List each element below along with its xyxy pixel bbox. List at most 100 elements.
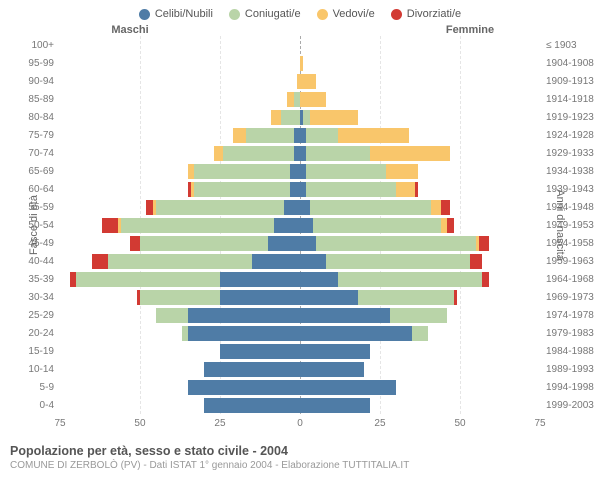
- age-label: 45-49: [16, 238, 54, 249]
- year-label: 1949-1953: [546, 220, 600, 231]
- bar-segment: [306, 164, 386, 179]
- bar-segment: [102, 218, 118, 233]
- bar-segment: [194, 182, 290, 197]
- male-bar: [60, 110, 300, 125]
- bar-segment: [156, 200, 284, 215]
- age-label: 85-89: [16, 94, 54, 105]
- male-bar: [60, 218, 300, 233]
- bar-segment: [441, 200, 451, 215]
- bar-segment: [415, 182, 418, 197]
- legend-label: Vedovi/e: [333, 8, 375, 20]
- pyramid-row: 45-491954-1958: [60, 234, 540, 252]
- pyramid-row: 60-641939-1943: [60, 180, 540, 198]
- female-bar: [300, 290, 540, 305]
- female-bar: [300, 326, 540, 341]
- bar-segment: [396, 182, 415, 197]
- bar-segment: [470, 254, 483, 269]
- age-label: 55-59: [16, 202, 54, 213]
- year-label: 1989-1993: [546, 364, 600, 375]
- age-label: 20-24: [16, 328, 54, 339]
- male-bar: [60, 308, 300, 323]
- legend-label: Coniugati/e: [245, 8, 301, 20]
- year-label: 1914-1918: [546, 94, 600, 105]
- female-bar: [300, 182, 540, 197]
- bar-segment: [204, 398, 300, 413]
- bar-segment: [300, 92, 326, 107]
- bar-segment: [338, 128, 408, 143]
- pyramid-row: 10-141989-1993: [60, 360, 540, 378]
- bar-segment: [390, 308, 448, 323]
- bar-segment: [130, 236, 140, 251]
- x-tick: 75: [54, 418, 65, 429]
- bar-segment: [316, 236, 476, 251]
- age-label: 65-69: [16, 166, 54, 177]
- age-label: 75-79: [16, 130, 54, 141]
- age-label: 35-39: [16, 274, 54, 285]
- bar-segment: [310, 110, 358, 125]
- male-bar: [60, 326, 300, 341]
- bar-segment: [284, 200, 300, 215]
- female-bar: [300, 92, 540, 107]
- legend-label: Divorziati/e: [407, 8, 461, 20]
- female-bar: [300, 362, 540, 377]
- age-label: 70-74: [16, 148, 54, 159]
- x-tick: 25: [374, 418, 385, 429]
- year-label: 1924-1928: [546, 130, 600, 141]
- pyramid-row: 55-591944-1948: [60, 198, 540, 216]
- bar-segment: [370, 146, 450, 161]
- female-bar: [300, 380, 540, 395]
- pyramid-row: 80-841919-1923: [60, 108, 540, 126]
- year-label: 1984-1988: [546, 346, 600, 357]
- year-label: 1964-1968: [546, 274, 600, 285]
- male-bar: [60, 236, 300, 251]
- male-bar: [60, 74, 300, 89]
- x-tick: 75: [534, 418, 545, 429]
- male-bar: [60, 128, 300, 143]
- age-label: 10-14: [16, 364, 54, 375]
- x-tick: 50: [454, 418, 465, 429]
- legend-item: Coniugati/e: [229, 8, 301, 20]
- male-bar: [60, 380, 300, 395]
- footer: Popolazione per età, sesso e stato civil…: [0, 436, 600, 471]
- bar-segment: [220, 290, 300, 305]
- pyramid-row: 50-541949-1953: [60, 216, 540, 234]
- legend-swatch: [317, 9, 328, 20]
- year-label: 1909-1913: [546, 76, 600, 87]
- bar-segment: [268, 236, 300, 251]
- bar-segment: [300, 236, 316, 251]
- bar-segment: [188, 380, 300, 395]
- bar-segment: [188, 308, 300, 323]
- bar-segment: [140, 290, 220, 305]
- female-bar: [300, 164, 540, 179]
- pyramid-row: 15-191984-1988: [60, 342, 540, 360]
- male-header: Maschi: [0, 24, 300, 36]
- bar-segment: [76, 272, 220, 287]
- chart-area: Fasce di età Anni di nascita 100+≤ 19039…: [0, 36, 600, 414]
- year-label: 1939-1943: [546, 184, 600, 195]
- bar-segment: [300, 308, 390, 323]
- legend-item: Celibi/Nubili: [139, 8, 213, 20]
- pyramid-row: 100+≤ 1903: [60, 36, 540, 54]
- bar-segment: [140, 236, 268, 251]
- age-label: 25-29: [16, 310, 54, 321]
- bar-segment: [386, 164, 418, 179]
- pyramid-row: 95-991904-1908: [60, 54, 540, 72]
- female-bar: [300, 308, 540, 323]
- bar-segment: [300, 290, 358, 305]
- pyramid-row: 65-691934-1938: [60, 162, 540, 180]
- age-label: 50-54: [16, 220, 54, 231]
- year-label: 1919-1923: [546, 112, 600, 123]
- male-bar: [60, 344, 300, 359]
- legend-item: Vedovi/e: [317, 8, 375, 20]
- legend-item: Divorziati/e: [391, 8, 461, 20]
- male-bar: [60, 182, 300, 197]
- pyramid-row: 40-441959-1963: [60, 252, 540, 270]
- legend-swatch: [139, 9, 150, 20]
- male-bar: [60, 290, 300, 305]
- bar-segment: [271, 110, 281, 125]
- female-bar: [300, 56, 540, 71]
- age-label: 15-19: [16, 346, 54, 357]
- bar-segment: [300, 398, 370, 413]
- x-tick: 0: [297, 418, 303, 429]
- bar-segment: [338, 272, 482, 287]
